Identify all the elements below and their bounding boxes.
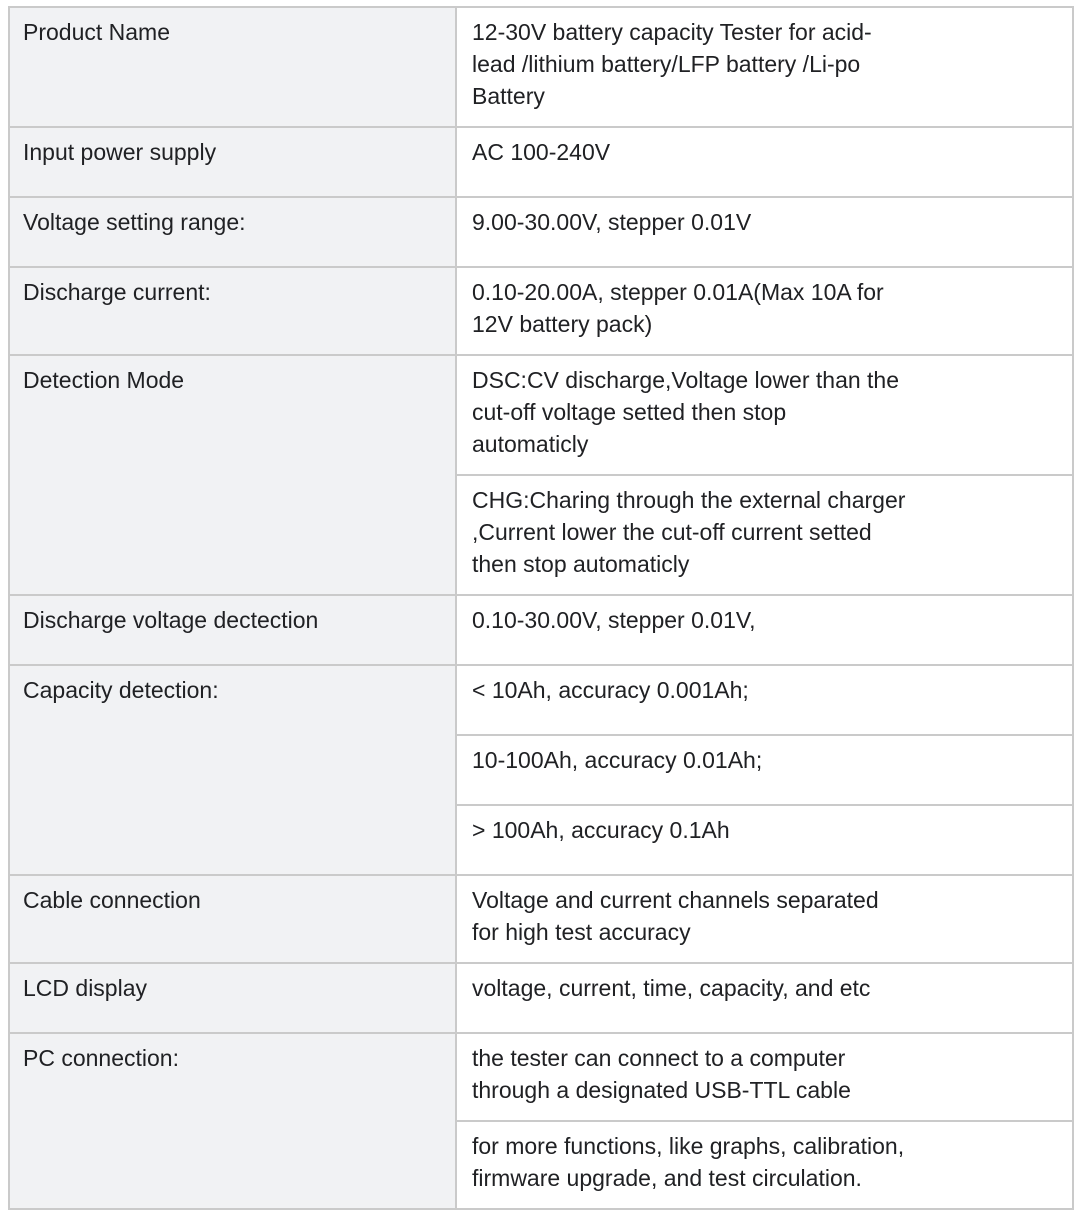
row-product-name: Product Name 12-30V battery capacity Tes… [8, 6, 1074, 128]
row-discharge-voltage-detection: Discharge voltage dectection 0.10-30.00V… [8, 594, 1074, 666]
detection-mode-label: Detection Mode [8, 354, 457, 596]
capacity-detection-value-3: > 100Ah, accuracy 0.1Ah [455, 804, 1074, 876]
row-capacity-detection-sub: 10-100Ah, accuracy 0.01Ah; [9, 734, 1074, 806]
row-discharge-current: Discharge current: 0.10-20.00A, stepper … [8, 266, 1074, 356]
voltage-setting-range-label: Voltage setting range: [8, 196, 457, 268]
capacity-detection-value-2: 10-100Ah, accuracy 0.01Ah; [455, 734, 1074, 806]
input-power-supply-value: AC 100-240V [455, 126, 1074, 198]
row-pc-connection-sub: for more functions, like graphs, calibra… [9, 1120, 1074, 1210]
pc-connection-value-2: for more functions, like graphs, calibra… [455, 1120, 1074, 1210]
input-power-supply-label: Input power supply [8, 126, 457, 198]
row-lcd-display: LCD display voltage, current, time, capa… [8, 962, 1074, 1034]
lcd-display-label: LCD display [8, 962, 457, 1034]
row-cable-connection: Cable connection Voltage and current cha… [8, 874, 1074, 964]
product-spec-table: Product Name 12-30V battery capacity Tes… [8, 6, 1074, 1210]
discharge-voltage-detection-label: Discharge voltage dectection [8, 594, 457, 666]
detection-mode-value-chg: CHG:Charing through the external charger… [455, 474, 1074, 596]
voltage-setting-range-value: 9.00-30.00V, stepper 0.01V [455, 196, 1074, 268]
product-name-label: Product Name [8, 6, 457, 128]
row-capacity-detection-sub: > 100Ah, accuracy 0.1Ah [9, 804, 1074, 876]
capacity-detection-label: Capacity detection: [8, 664, 457, 876]
pc-connection-value-1: the tester can connect to a computer thr… [455, 1032, 1074, 1122]
detection-mode-value-dsc: DSC:CV discharge,Voltage lower than the … [455, 354, 1074, 476]
capacity-detection-value-1: < 10Ah, accuracy 0.001Ah; [455, 664, 1074, 736]
discharge-current-label: Discharge current: [8, 266, 457, 356]
row-voltage-setting-range: Voltage setting range: 9.00-30.00V, step… [8, 196, 1074, 268]
product-name-value: 12-30V battery capacity Tester for acid-… [455, 6, 1074, 128]
row-detection-mode: Detection Mode DSC:CV discharge,Voltage … [8, 354, 1074, 596]
pc-connection-label: PC connection: [8, 1032, 457, 1210]
row-pc-connection: PC connection: the tester can connect to… [8, 1032, 1074, 1210]
row-capacity-detection: Capacity detection: < 10Ah, accuracy 0.0… [8, 664, 1074, 876]
row-input-power-supply: Input power supply AC 100-240V [8, 126, 1074, 198]
discharge-voltage-detection-value: 0.10-30.00V, stepper 0.01V, [455, 594, 1074, 666]
lcd-display-value: voltage, current, time, capacity, and et… [455, 962, 1074, 1034]
cable-connection-value: Voltage and current channels separated f… [455, 874, 1074, 964]
row-detection-mode-sub: CHG:Charing through the external charger… [9, 474, 1074, 596]
discharge-current-value: 0.10-20.00A, stepper 0.01A(Max 10A for 1… [455, 266, 1074, 356]
cable-connection-label: Cable connection [8, 874, 457, 964]
